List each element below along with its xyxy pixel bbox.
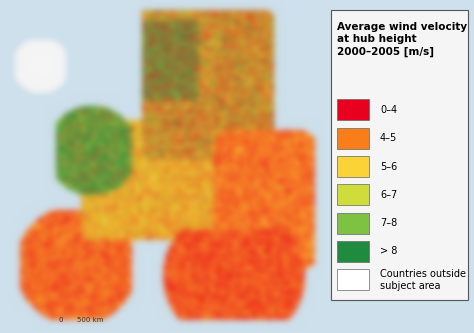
FancyBboxPatch shape [331, 10, 468, 300]
Bar [337, 128, 370, 149]
Bar [337, 213, 370, 234]
Text: 5–6: 5–6 [380, 162, 397, 171]
Text: 7–8: 7–8 [380, 218, 397, 228]
Text: Average wind velocity
at hub height
2000–2005 [m/s]: Average wind velocity at hub height 2000… [337, 22, 467, 57]
Text: 6–7: 6–7 [380, 190, 397, 200]
Bar [337, 156, 370, 177]
Text: 0–4: 0–4 [380, 105, 397, 115]
Text: > 8: > 8 [380, 246, 397, 256]
Bar [337, 269, 370, 290]
Bar [337, 99, 370, 120]
Bar [337, 184, 370, 205]
Text: Countries outside
subject area: Countries outside subject area [380, 269, 466, 290]
Text: 0      500 km: 0 500 km [59, 317, 103, 323]
Bar [337, 241, 370, 262]
Text: 4–5: 4–5 [380, 133, 397, 143]
